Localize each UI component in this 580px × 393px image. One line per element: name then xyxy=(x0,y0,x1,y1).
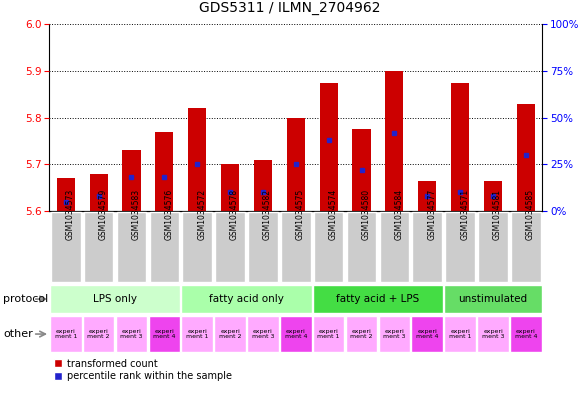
Bar xyxy=(477,316,509,352)
Text: unstimulated: unstimulated xyxy=(458,294,528,304)
Bar xyxy=(50,316,82,352)
Text: GSM1034580: GSM1034580 xyxy=(361,189,371,240)
Text: GSM1034584: GSM1034584 xyxy=(394,189,404,240)
Text: GSM1034572: GSM1034572 xyxy=(197,189,206,240)
Bar xyxy=(444,285,542,313)
Text: LPS only: LPS only xyxy=(93,294,137,304)
Bar xyxy=(215,213,245,282)
Bar xyxy=(148,316,180,352)
Bar xyxy=(346,316,378,352)
Text: experi
ment 4: experi ment 4 xyxy=(153,329,176,340)
Bar xyxy=(182,316,213,352)
Bar xyxy=(89,174,108,211)
Bar xyxy=(510,316,542,352)
Bar xyxy=(51,213,81,282)
Bar xyxy=(313,316,345,352)
Bar xyxy=(287,118,305,211)
Bar xyxy=(412,213,442,282)
Text: protocol: protocol xyxy=(3,294,48,304)
Text: GSM1034577: GSM1034577 xyxy=(427,189,436,240)
Bar xyxy=(347,213,376,282)
Bar xyxy=(451,83,469,211)
Bar xyxy=(478,213,508,282)
Bar xyxy=(418,181,436,211)
Bar xyxy=(379,316,410,352)
Bar xyxy=(314,213,343,282)
Bar xyxy=(57,178,75,211)
Bar xyxy=(84,213,114,282)
Text: experi
ment 1: experi ment 1 xyxy=(55,329,77,340)
Bar xyxy=(320,83,338,211)
Text: GSM1034576: GSM1034576 xyxy=(164,189,173,240)
Text: experi
ment 3: experi ment 3 xyxy=(120,329,143,340)
Text: fatty acid only: fatty acid only xyxy=(209,294,284,304)
Text: GSM1034571: GSM1034571 xyxy=(460,189,469,240)
Text: GSM1034585: GSM1034585 xyxy=(526,189,535,240)
Bar xyxy=(50,285,180,313)
Bar xyxy=(254,160,272,211)
Bar xyxy=(150,213,179,282)
Bar xyxy=(445,213,475,282)
Text: GSM1034581: GSM1034581 xyxy=(493,189,502,240)
Legend: transformed count, percentile rank within the sample: transformed count, percentile rank withi… xyxy=(54,358,232,382)
Bar xyxy=(484,181,502,211)
Text: experi
ment 4: experi ment 4 xyxy=(514,329,537,340)
Bar xyxy=(248,213,278,282)
Bar xyxy=(182,213,212,282)
Text: GSM1034573: GSM1034573 xyxy=(66,189,75,240)
Text: other: other xyxy=(3,329,32,339)
Text: experi
ment 2: experi ment 2 xyxy=(219,329,241,340)
Text: experi
ment 3: experi ment 3 xyxy=(383,329,405,340)
Bar xyxy=(313,285,443,313)
Text: experi
ment 1: experi ment 1 xyxy=(186,329,208,340)
Bar xyxy=(122,151,140,211)
Text: GSM1034574: GSM1034574 xyxy=(329,189,338,240)
Text: GSM1034583: GSM1034583 xyxy=(132,189,140,240)
Text: GSM1034575: GSM1034575 xyxy=(296,189,305,240)
Bar xyxy=(188,108,206,211)
Bar xyxy=(411,316,443,352)
Bar xyxy=(117,213,146,282)
Text: experi
ment 1: experi ment 1 xyxy=(317,329,340,340)
Bar xyxy=(379,213,409,282)
Bar xyxy=(511,213,541,282)
Bar xyxy=(214,316,246,352)
Bar xyxy=(155,132,173,211)
Text: GDS5311 / ILMN_2704962: GDS5311 / ILMN_2704962 xyxy=(200,0,380,15)
Bar xyxy=(182,285,311,313)
Bar xyxy=(444,316,476,352)
Text: experi
ment 2: experi ment 2 xyxy=(350,329,373,340)
Text: experi
ment 3: experi ment 3 xyxy=(482,329,504,340)
Text: experi
ment 2: experi ment 2 xyxy=(88,329,110,340)
Bar xyxy=(281,213,311,282)
Bar xyxy=(353,129,371,211)
Text: GSM1034578: GSM1034578 xyxy=(230,189,239,240)
Text: experi
ment 3: experi ment 3 xyxy=(252,329,274,340)
Text: GSM1034582: GSM1034582 xyxy=(263,189,272,240)
Bar xyxy=(221,164,239,211)
Bar xyxy=(247,316,279,352)
Text: experi
ment 4: experi ment 4 xyxy=(285,329,307,340)
Text: experi
ment 4: experi ment 4 xyxy=(416,329,438,340)
Bar xyxy=(115,316,147,352)
Text: fatty acid + LPS: fatty acid + LPS xyxy=(336,294,419,304)
Bar xyxy=(280,316,311,352)
Text: GSM1034579: GSM1034579 xyxy=(99,189,108,240)
Bar xyxy=(517,104,535,211)
Bar xyxy=(83,316,114,352)
Bar xyxy=(385,71,404,211)
Text: experi
ment 1: experi ment 1 xyxy=(449,329,472,340)
